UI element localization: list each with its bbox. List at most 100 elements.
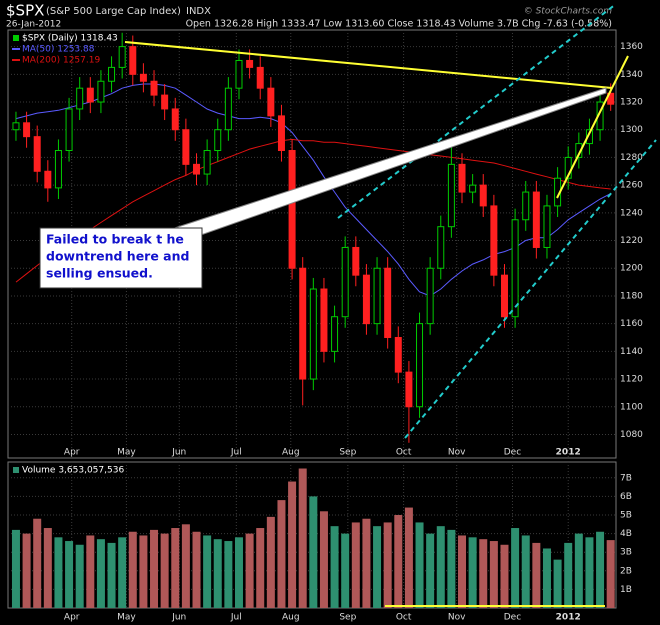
candle-body xyxy=(76,87,84,110)
candle-body xyxy=(224,87,232,131)
volume-bar xyxy=(171,528,180,608)
volume-bar xyxy=(436,526,445,608)
candle-body xyxy=(139,73,147,82)
x-tick-label: Jul xyxy=(230,613,242,623)
candle-body xyxy=(44,170,52,189)
y-tick-label: 1260 xyxy=(620,181,643,191)
volume-bar xyxy=(181,524,190,608)
candle-body xyxy=(532,191,540,248)
quote: Open 1326.28 High 1333.47 Low 1313.60 Cl… xyxy=(186,19,612,30)
annotation-line: Failed to break t he xyxy=(46,232,184,247)
y-tick-label: 1320 xyxy=(620,98,643,108)
volume-bar xyxy=(107,542,116,608)
volume-bar xyxy=(224,541,233,608)
candle-body xyxy=(437,226,445,269)
volume-bar xyxy=(585,537,594,608)
candle-body xyxy=(277,115,285,152)
y-tick-label: 1200 xyxy=(620,264,643,274)
x-tick-label: 2012 xyxy=(556,448,581,458)
volume-bar xyxy=(43,528,52,608)
candle-body xyxy=(288,150,296,269)
candle-body xyxy=(299,267,307,380)
volume-bar xyxy=(553,559,562,608)
x-tick-label: Sep xyxy=(339,613,356,623)
candle-body xyxy=(426,267,434,325)
y-tick-label: 7B xyxy=(620,473,632,483)
y-tick-label: 1120 xyxy=(620,375,643,385)
candle-body xyxy=(161,94,169,110)
candle-body xyxy=(97,80,105,103)
volume-bar xyxy=(362,518,371,608)
credit: © StockCharts.com xyxy=(524,7,613,17)
volume-bar xyxy=(383,522,392,608)
volume-bar xyxy=(160,533,169,608)
volume-bar xyxy=(319,511,328,608)
candle-body xyxy=(309,288,317,380)
moving-average xyxy=(15,83,611,297)
channel-upper xyxy=(337,3,617,219)
annotation-line: selling ensued. xyxy=(46,266,153,281)
volume-bar xyxy=(447,529,456,608)
volume-bar xyxy=(606,540,615,608)
y-tick-label: 1B xyxy=(620,585,632,595)
candle-body xyxy=(54,150,62,189)
candle-body xyxy=(585,129,593,145)
candle-body xyxy=(256,66,264,89)
downtrend-line xyxy=(124,41,613,89)
volume-bar xyxy=(351,522,360,608)
candle-body xyxy=(118,46,126,68)
x-tick-label: May xyxy=(117,613,136,623)
volume-bar xyxy=(213,539,222,608)
legend-entry: $SPX (Daily) 1318.43 xyxy=(22,34,118,44)
candle-body xyxy=(320,288,328,352)
volume-bar xyxy=(245,533,254,608)
x-tick-label: Oct xyxy=(396,613,412,623)
candle-body xyxy=(479,184,487,207)
x-tick-label: Apr xyxy=(64,448,80,458)
x-tick-label: Apr xyxy=(64,613,80,623)
y-tick-label: 1340 xyxy=(620,70,643,80)
volume-bar xyxy=(564,542,573,608)
volume-bar xyxy=(309,496,318,608)
x-tick-label: Jul xyxy=(230,448,242,458)
candle-body xyxy=(341,246,349,318)
candle-body xyxy=(129,46,137,75)
candle-body xyxy=(12,122,20,131)
y-tick-label: 1080 xyxy=(620,430,643,440)
moving-average xyxy=(15,138,611,283)
candle-body xyxy=(490,205,498,276)
x-tick-label: Jun xyxy=(171,448,186,458)
volume-bar xyxy=(404,507,413,608)
volume-bar xyxy=(22,533,31,608)
candle-body xyxy=(394,336,402,373)
y-tick-label: 1240 xyxy=(620,208,643,218)
y-tick-label: 1140 xyxy=(620,347,643,357)
volume-bar xyxy=(54,537,63,608)
y-tick-label: 5B xyxy=(620,511,632,521)
x-tick-label: Aug xyxy=(282,613,300,623)
volume-bar xyxy=(468,537,477,608)
volume-bar xyxy=(532,542,541,608)
volume-bar xyxy=(596,531,605,608)
x-tick-label: Dec xyxy=(504,448,521,458)
candle-body xyxy=(193,163,201,175)
candle-body xyxy=(373,267,381,325)
volume-bar xyxy=(458,535,467,608)
annotation-box xyxy=(39,227,203,289)
candle-body xyxy=(150,80,158,96)
annotation-line: downtrend here and xyxy=(46,249,189,264)
x-tick-label: Aug xyxy=(282,448,300,458)
y-tick-label: 2B xyxy=(620,566,632,576)
x-tick-label: 2012 xyxy=(556,613,581,623)
x-tick-label: Jun xyxy=(171,613,186,623)
volume-bar xyxy=(203,535,212,608)
volume-bar xyxy=(330,526,339,608)
volume-bar xyxy=(426,533,435,608)
candle-body xyxy=(203,150,211,175)
volume-bar xyxy=(373,526,382,608)
candle-body xyxy=(405,371,413,408)
volume-bar xyxy=(266,516,275,608)
volume-bar xyxy=(128,531,137,608)
